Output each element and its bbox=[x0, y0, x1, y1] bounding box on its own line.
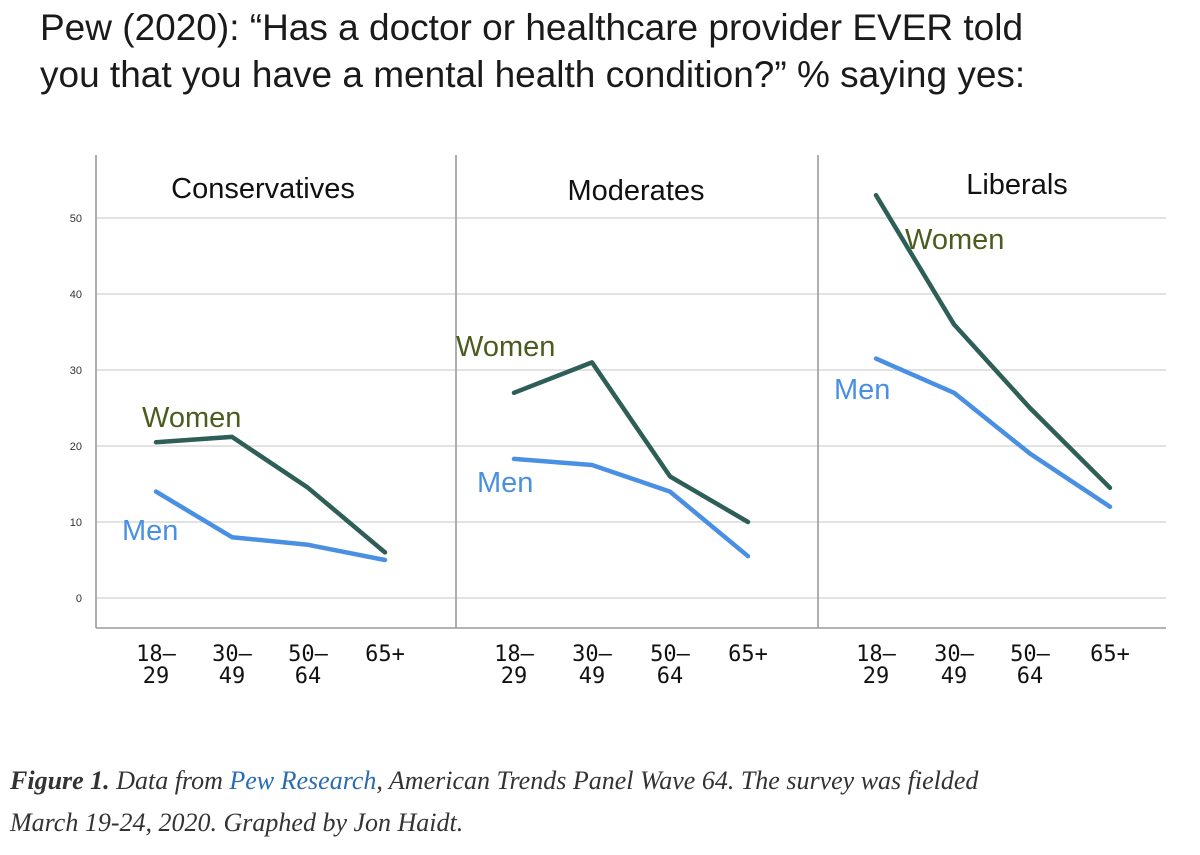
x-tick-label: 18– bbox=[136, 642, 176, 667]
x-tick-label-line2: 29 bbox=[863, 664, 890, 689]
y-tick-label: 0 bbox=[76, 593, 82, 605]
y-tick-label: 30 bbox=[70, 365, 82, 377]
axes bbox=[95, 155, 1166, 629]
x-tick-label-line2: 64 bbox=[1017, 664, 1044, 689]
chart-labels: 01020304050Conservatives18–2930–4950–646… bbox=[70, 169, 1130, 689]
pew-research-link[interactable]: Pew Research bbox=[229, 766, 377, 795]
title-line-2: you that you have a mental health condit… bbox=[40, 54, 1026, 95]
title-line-1: Pew (2020): “Has a doctor or healthcare … bbox=[40, 7, 1024, 48]
series-lines bbox=[153, 192, 1113, 563]
series-line-men-liberals bbox=[873, 356, 1113, 510]
series-line-women-liberals bbox=[873, 192, 1113, 491]
caption-text-end: , American Trends Panel Wave 64. The sur… bbox=[376, 766, 979, 795]
panel-title-liberals: Liberals bbox=[966, 169, 1068, 201]
series-line-women-moderates bbox=[511, 360, 751, 525]
y-tick-label: 20 bbox=[70, 441, 82, 453]
series-line-men-moderates bbox=[511, 456, 751, 559]
caption-text-start: Data from bbox=[116, 766, 223, 795]
panel-title-moderates: Moderates bbox=[567, 175, 704, 207]
x-tick-label-line2: 64 bbox=[295, 664, 322, 689]
x-tick-label: 65+ bbox=[365, 642, 405, 667]
x-tick-label: 65+ bbox=[728, 642, 768, 667]
x-tick-label-line2: 29 bbox=[143, 664, 170, 689]
series-line-men-conservatives bbox=[153, 489, 388, 563]
caption-line-2: March 19-24, 2020. Graphed by Jon Haidt. bbox=[10, 808, 464, 837]
series-label-women: Women bbox=[142, 402, 241, 434]
x-tick-label-line2: 29 bbox=[501, 664, 528, 689]
x-tick-label: 30– bbox=[572, 642, 612, 667]
x-tick-label: 30– bbox=[934, 642, 974, 667]
x-tick-label: 65+ bbox=[1090, 642, 1130, 667]
series-label-women: Women bbox=[905, 224, 1004, 256]
series-label-men: Men bbox=[477, 467, 533, 499]
figure-title: Pew (2020): “Has a doctor or healthcare … bbox=[40, 4, 1180, 98]
panel-title-conservatives: Conservatives bbox=[171, 173, 355, 205]
x-tick-label: 50– bbox=[288, 642, 328, 667]
gridlines bbox=[96, 217, 1166, 599]
caption-label: Figure 1. bbox=[10, 766, 110, 795]
x-tick-label-line2: 49 bbox=[579, 664, 606, 689]
x-tick-label: 50– bbox=[1010, 642, 1050, 667]
figure-caption: Figure 1. Data from Pew Research, Americ… bbox=[10, 760, 1190, 844]
x-tick-label-line2: 64 bbox=[657, 664, 684, 689]
y-tick-label: 10 bbox=[70, 517, 82, 529]
x-tick-label-line2: 49 bbox=[219, 664, 246, 689]
series-label-men: Men bbox=[122, 515, 178, 547]
y-tick-label: 50 bbox=[70, 213, 82, 225]
x-tick-label: 50– bbox=[650, 642, 690, 667]
x-tick-label: 18– bbox=[856, 642, 896, 667]
x-tick-label-line2: 49 bbox=[941, 664, 968, 689]
x-tick-label: 18– bbox=[494, 642, 534, 667]
x-tick-label: 30– bbox=[212, 642, 252, 667]
series-line-women-conservatives bbox=[153, 434, 388, 555]
series-label-women: Women bbox=[456, 331, 555, 363]
y-tick-label: 40 bbox=[70, 289, 82, 301]
faceted-line-chart: 01020304050Conservatives18–2930–4950–646… bbox=[70, 155, 1166, 689]
series-label-men: Men bbox=[834, 374, 890, 406]
